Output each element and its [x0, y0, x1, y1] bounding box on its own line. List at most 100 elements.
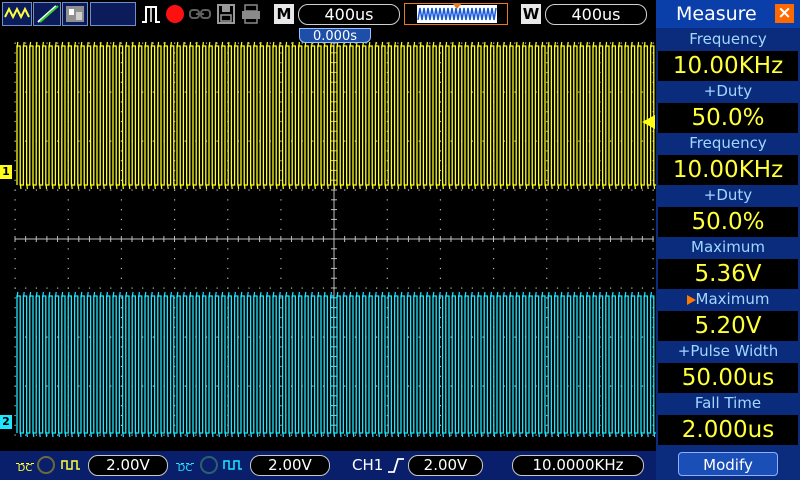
channel-2-waveform-overshoot — [406, 291, 409, 299]
channel-1-waveform-undershoot — [90, 182, 92, 190]
channel-2-waveform-undershoot — [96, 430, 99, 438]
channel-2-waveform-undershoot — [531, 430, 534, 438]
channel-2-waveform-overshoot — [387, 291, 390, 299]
channel-2-waveform-undershoot — [154, 430, 156, 438]
measure-1-value[interactable]: 10.00KHz — [658, 51, 798, 81]
channel-1-waveform-undershoot — [410, 182, 412, 190]
measure-6-value[interactable]: 5.20V — [658, 311, 798, 341]
channel-1-waveform-undershoot — [269, 182, 272, 190]
ch1-bandwidth-icon[interactable] — [37, 456, 55, 474]
measure-7-value[interactable]: 50.00us — [658, 363, 798, 393]
trigger-level-value[interactable]: 2.00V — [408, 455, 483, 476]
channel-2-waveform-overshoot — [618, 291, 620, 299]
measure-2-label: +Duty — [703, 82, 753, 100]
wave-display-icon[interactable] — [2, 2, 32, 26]
image-capture-icon[interactable] — [62, 2, 88, 26]
measure-4-value[interactable]: 50.0% — [658, 207, 798, 237]
waveform-overview-icon[interactable] — [404, 3, 508, 25]
channel-2-waveform-overshoot — [374, 291, 377, 299]
channel-1-waveform-overshoot — [566, 41, 569, 49]
channel-1-waveform-undershoot — [211, 182, 214, 190]
channel-1-waveform-undershoot — [256, 182, 259, 190]
channel-1-waveform-overshoot — [477, 41, 480, 49]
channel-1-waveform-undershoot — [448, 182, 451, 190]
channel-1-marker[interactable]: 1 — [0, 165, 12, 179]
channel-2-waveform-undershoot — [563, 430, 566, 438]
channel-1-waveform-overshoot — [176, 41, 179, 49]
blank-status-box — [90, 2, 136, 26]
measure-5-value[interactable]: 5.36V — [658, 259, 798, 289]
channel-1-waveform-undershoot — [19, 182, 22, 190]
channel-1-waveform-undershoot — [486, 182, 489, 190]
channel-2-waveform-undershoot — [416, 430, 419, 438]
channel-2-waveform-overshoot — [323, 291, 326, 299]
channel-1-waveform-overshoot — [349, 41, 352, 49]
save-disk-icon[interactable] — [216, 3, 236, 25]
channel-2-waveform-undershoot — [371, 430, 374, 438]
channel-1-waveform-overshoot — [438, 41, 441, 49]
channel-1-waveform-undershoot — [653, 182, 656, 190]
channel-1-waveform-overshoot — [80, 41, 83, 49]
close-icon[interactable]: × — [775, 4, 794, 23]
channel-2-waveform-overshoot — [573, 291, 576, 299]
channel-1-waveform-undershoot — [582, 182, 585, 190]
channel-1-waveform-overshoot — [413, 41, 416, 49]
channel-1-waveform-overshoot — [214, 41, 217, 49]
channel-2-waveform-undershoot — [352, 430, 355, 438]
channel-2-marker[interactable]: 2 — [0, 415, 12, 429]
channel-2-waveform-overshoot — [202, 291, 204, 299]
trigger-offset-label[interactable]: 0.000s — [299, 28, 371, 44]
measure-3-value[interactable]: 10.00KHz — [658, 155, 798, 185]
channel-2-waveform-overshoot — [560, 291, 563, 299]
channel-1-waveform-undershoot — [294, 182, 297, 190]
pulse-trigger-icon[interactable] — [140, 3, 162, 25]
waveform-display[interactable]: 0.000s 1 2 — [0, 28, 656, 451]
selected-arrow-icon — [686, 294, 696, 305]
channel-2-waveform-undershoot — [262, 430, 265, 438]
printer-icon[interactable] — [240, 3, 262, 25]
window-timebase-value[interactable]: 400us — [545, 4, 647, 25]
trigger-level-arrow-icon[interactable] — [642, 115, 655, 129]
channel-1-waveform-undershoot — [45, 182, 48, 190]
ch2-bandwidth-icon[interactable] — [200, 456, 218, 474]
ch2-probe-wave-icon[interactable] — [222, 455, 244, 475]
measure-8-value[interactable]: 2.000us — [658, 415, 798, 445]
measure-title: Measure — [676, 3, 757, 25]
channel-2-waveform-overshoot — [432, 291, 435, 299]
record-icon[interactable] — [166, 5, 184, 23]
window-timebase-label: W — [521, 4, 541, 24]
link-icon[interactable] — [188, 4, 212, 24]
channel-2-waveform-overshoot — [381, 291, 384, 299]
channel-1-waveform-overshoot — [112, 41, 115, 49]
measure-2-value[interactable]: 50.0% — [658, 103, 798, 133]
channel-1-waveform-overshoot — [157, 41, 160, 49]
channel-1-waveform-overshoot — [330, 41, 332, 49]
channel-2-waveform-overshoot — [214, 291, 217, 299]
modify-button[interactable]: Modify — [678, 452, 778, 476]
channel-1-waveform-overshoot — [323, 41, 326, 49]
channel-2-waveform-overshoot — [630, 291, 633, 299]
channel-1-waveform-overshoot — [42, 41, 44, 49]
ch2-coupling-dc-icon[interactable]: DC — [176, 455, 194, 475]
channel-2-waveform-overshoot — [195, 291, 198, 299]
channel-2-waveform-overshoot — [67, 291, 70, 299]
ch1-coupling-dc-icon[interactable]: DC — [16, 455, 34, 475]
cursor-line-icon[interactable] — [33, 2, 61, 26]
channel-1-waveform-overshoot — [458, 41, 460, 49]
channel-1-waveform-undershoot — [461, 182, 464, 190]
channel-2-waveform-overshoot — [643, 291, 646, 299]
channel-1-waveform-undershoot — [26, 182, 28, 190]
rising-edge-icon[interactable] — [386, 455, 406, 476]
channel-1-waveform-undershoot — [646, 182, 649, 190]
channel-1-waveform-undershoot — [109, 182, 112, 190]
ch1-volts-per-div[interactable]: 2.00V — [88, 455, 168, 476]
ch2-volts-per-div[interactable]: 2.00V — [250, 455, 330, 476]
channel-1-waveform-undershoot — [506, 182, 508, 190]
channel-2-waveform-undershoot — [570, 430, 572, 438]
channel-1-waveform-undershoot — [570, 182, 572, 190]
channel-2-waveform-overshoot — [438, 291, 441, 299]
channel-2-waveform-overshoot — [285, 291, 288, 299]
main-timebase-value[interactable]: 400us — [298, 4, 400, 25]
channel-2-waveform-undershoot — [614, 430, 617, 438]
ch1-probe-wave-icon[interactable] — [60, 455, 82, 475]
